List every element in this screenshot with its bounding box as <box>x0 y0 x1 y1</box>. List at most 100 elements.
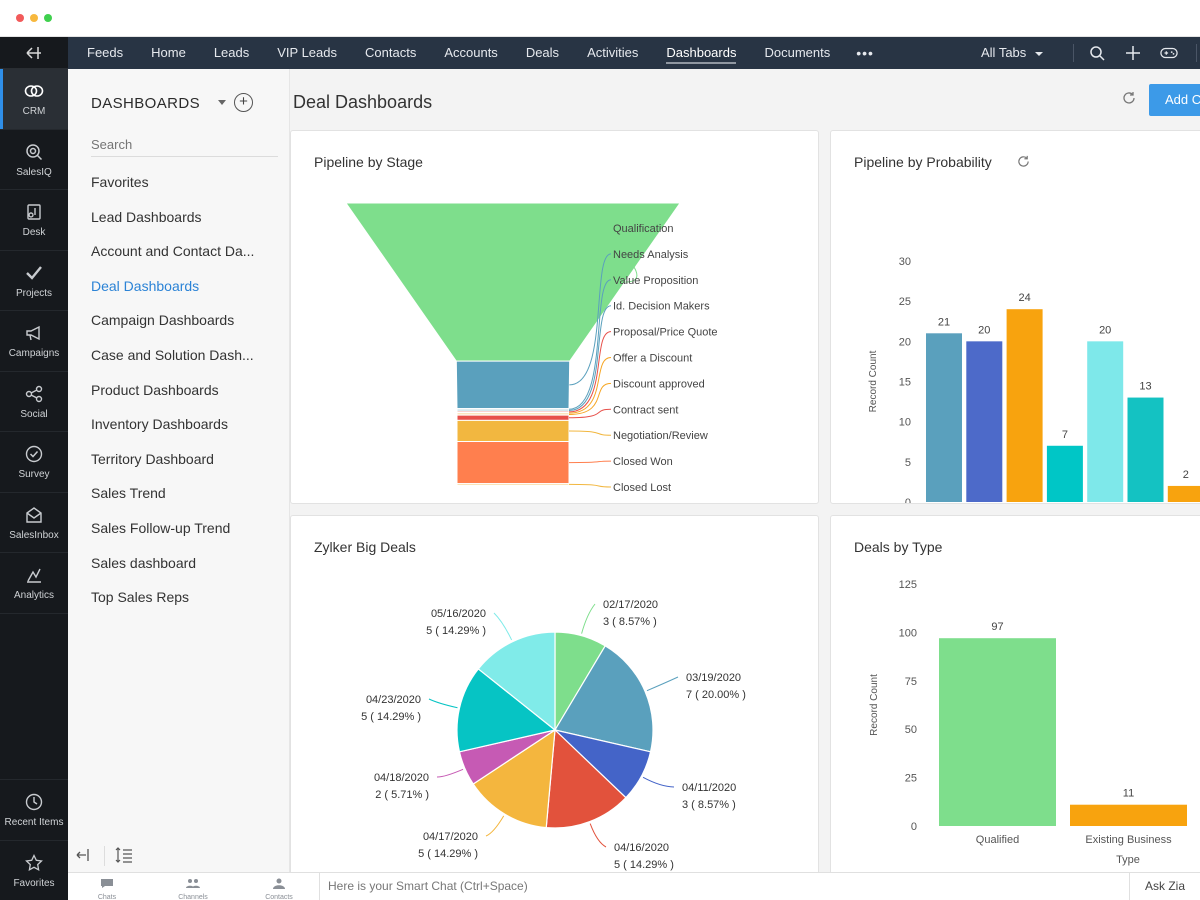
rail-item-desk[interactable]: Desk <box>0 190 68 251</box>
add-component-button[interactable]: Add C <box>1149 84 1200 116</box>
pie-slice[interactable] <box>545 728 627 829</box>
pie-slice[interactable] <box>477 631 556 732</box>
divider <box>1196 44 1197 62</box>
app-rail: CRM SalesIQ Desk Projects Campaigns Social Sur… <box>0 37 68 900</box>
add-dashboard-icon[interactable]: + <box>234 93 253 112</box>
sidebar-item-product-dashboards[interactable]: Product Dashboards <box>91 381 219 398</box>
crm-icon <box>23 80 45 102</box>
bar[interactable] <box>926 333 962 502</box>
collapse-rail-icon[interactable] <box>0 37 68 69</box>
close-dot[interactable] <box>16 14 24 22</box>
rail-item-label: SalesIQ <box>16 166 52 178</box>
bar[interactable] <box>1167 485 1200 502</box>
bar[interactable] <box>1046 445 1083 502</box>
nav-tab-home[interactable]: Home <box>151 45 186 60</box>
sidebar-title-caret-icon[interactable] <box>218 100 226 105</box>
clock-icon <box>23 791 45 813</box>
sidebar-item-campaign-dashboards[interactable]: Campaign Dashboards <box>91 312 235 329</box>
smart-chat-input[interactable]: Here is your Smart Chat (Ctrl+Space) <box>319 873 1130 900</box>
bottom-button-label: Contacts <box>265 894 293 900</box>
pie-slice-label: 04/23/2020 <box>366 694 421 706</box>
funnel-segment[interactable] <box>456 419 570 443</box>
bar[interactable] <box>1070 804 1187 826</box>
pipeline-by-stage-card[interactable]: Pipeline by Stage Qualification Needs Ana… <box>290 130 819 504</box>
y-tick-label: 0 <box>905 497 911 504</box>
sidebar-item-case-and-solution-dash[interactable]: Case and Solution Dash... <box>91 346 254 363</box>
bar[interactable] <box>1127 397 1164 502</box>
sidebar-item-deal-dashboards[interactable]: Deal Dashboards <box>91 277 200 294</box>
sidebar-item-sales-trend[interactable]: Sales Trend <box>91 485 166 502</box>
all-tabs-dropdown[interactable]: All Tabs <box>981 37 1043 69</box>
rail-item-survey[interactable]: Survey <box>0 432 68 493</box>
bottom-contacts-button[interactable]: Contacts <box>254 876 304 900</box>
funnel-segment[interactable] <box>455 360 571 410</box>
nav-tab-accounts[interactable]: Accounts <box>444 45 498 60</box>
y-tick-label: 0 <box>911 821 917 833</box>
rail-item-recent-items[interactable]: Recent Items <box>0 779 68 840</box>
nav-tab-activities[interactable]: Activities <box>587 45 639 60</box>
sort-list-icon[interactable] <box>115 846 133 866</box>
maximize-dot[interactable] <box>44 14 52 22</box>
rail-item-analytics[interactable]: Analytics <box>0 553 68 614</box>
bar[interactable] <box>1087 341 1124 502</box>
nav-tab-dashboards[interactable]: Dashboards <box>652 37 750 69</box>
deals-by-type-card[interactable]: Deals by Type 0 25 50 75 100 125 Record Count 9… <box>830 515 1200 885</box>
y-tick-label: 25 <box>905 773 917 785</box>
sidebar-item-sales-follow-up-trend[interactable]: Sales Follow-up Trend <box>91 519 231 536</box>
bar[interactable] <box>966 341 1003 502</box>
zylker-big-deals-card[interactable]: Zylker Big Deals 02/17/2020 3 ( 8.57% ) 03… <box>290 515 819 885</box>
bottom-chats-button[interactable]: Chats <box>82 876 132 900</box>
refresh-icon[interactable] <box>1017 155 1031 169</box>
pie-slice[interactable] <box>456 668 557 753</box>
pie-slice[interactable] <box>472 728 556 829</box>
rail-item-social[interactable]: Social <box>0 372 68 432</box>
funnel-leader-line <box>568 331 612 413</box>
funnel-segment[interactable] <box>456 483 570 486</box>
sidebar-item-lead-dashboards[interactable]: Lead Dashboards <box>91 208 202 225</box>
chats-icon <box>100 876 114 893</box>
rail-item-salesinbox[interactable]: SalesInbox <box>0 493 68 553</box>
nav-tab-deals[interactable]: Deals <box>525 45 560 60</box>
sidebar-item-account-and-contact-da[interactable]: Account and Contact Da... <box>91 243 255 260</box>
funnel-segment[interactable] <box>456 441 570 485</box>
funnel-stage-label: Closed Lost <box>613 482 671 494</box>
rail-item-projects[interactable]: Projects <box>0 251 68 311</box>
collapse-sidebar-icon[interactable] <box>76 848 90 864</box>
bottom-channels-button[interactable]: Channels <box>168 876 218 900</box>
pipeline-by-probability-card[interactable]: Pipeline by Probability 0 5 10 15 20 25 30 Reco… <box>830 130 1200 504</box>
ask-zia-button[interactable]: Ask Zia <box>1145 879 1186 893</box>
gamepad-icon[interactable] <box>1160 44 1178 62</box>
sidebar-item-inventory-dashboards[interactable]: Inventory Dashboards <box>91 416 228 433</box>
pie-slice-detail: 3 ( 8.57% ) <box>603 616 657 628</box>
bar[interactable] <box>939 638 1056 826</box>
nav-tab-feeds[interactable]: Feeds <box>87 45 124 60</box>
funnel-segment[interactable] <box>456 414 570 421</box>
nav-tab-vip-leads[interactable]: VIP Leads <box>277 45 338 60</box>
nav-tab-contacts[interactable]: Contacts <box>365 45 417 60</box>
bottom-bar: Chats Channels Contacts Here is your Smart… <box>68 872 1200 900</box>
divider <box>104 846 105 866</box>
sidebar-item-territory-dashboard[interactable]: Territory Dashboard <box>91 450 214 467</box>
sidebar-item-top-sales-reps[interactable]: Top Sales Reps <box>91 589 190 606</box>
rail-item-crm[interactable]: CRM <box>0 69 68 130</box>
pie-slice-label: 03/19/2020 <box>686 672 741 684</box>
main-content: Deal Dashboards Add C Pipeline by Stage … <box>290 69 1200 885</box>
rail-item-salesiq[interactable]: SalesIQ <box>0 130 68 190</box>
contacts-icon <box>272 876 286 893</box>
sidebar-item-sales-dashboard[interactable]: Sales dashboard <box>91 554 197 571</box>
rail-item-favorites[interactable]: Favorites <box>0 839 68 900</box>
nav-tab-leads[interactable]: Leads <box>213 45 250 60</box>
minimize-dot[interactable] <box>30 14 38 22</box>
nav-tab-documents[interactable]: Documents <box>764 45 831 60</box>
sidebar-item-favorites[interactable]: Favorites <box>91 174 149 190</box>
rail-item-campaigns[interactable]: Campaigns <box>0 311 68 372</box>
bar[interactable] <box>1006 309 1043 502</box>
more-tabs-button[interactable]: ••• <box>856 45 874 61</box>
pie-slice[interactable] <box>554 645 654 753</box>
refresh-icon[interactable] <box>1122 91 1140 109</box>
plus-icon[interactable] <box>1124 44 1142 62</box>
dashboard-search-input[interactable] <box>91 133 278 157</box>
rail-item-label: Recent Items <box>4 817 64 829</box>
search-icon[interactable] <box>1088 44 1106 62</box>
